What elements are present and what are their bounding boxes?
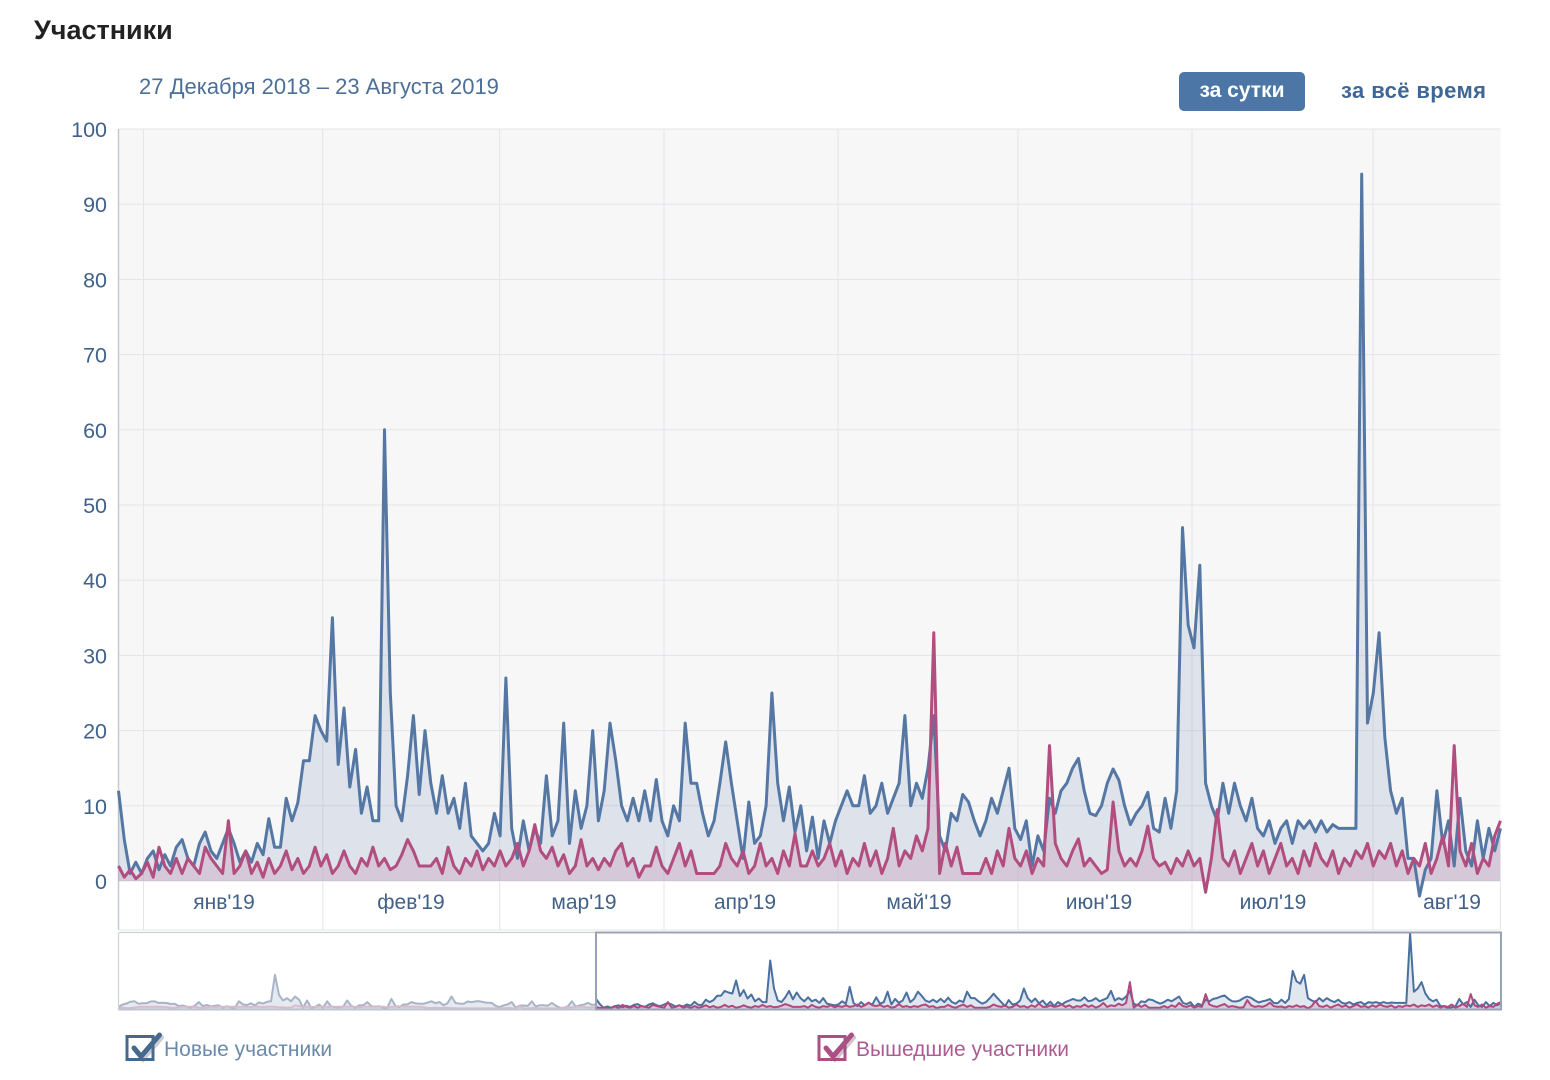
svg-text:30: 30 xyxy=(83,644,107,668)
svg-text:авг'19: авг'19 xyxy=(1423,891,1481,914)
svg-text:0: 0 xyxy=(95,870,107,894)
svg-text:май'19: май'19 xyxy=(886,891,951,914)
svg-text:20: 20 xyxy=(83,720,107,744)
svg-text:июн'19: июн'19 xyxy=(1066,891,1132,914)
svg-text:Вышедшие участники: Вышедшие участники xyxy=(856,1038,1069,1061)
svg-text:40: 40 xyxy=(83,569,107,593)
svg-text:10: 10 xyxy=(83,795,107,819)
svg-text:Новые участники: Новые участники xyxy=(164,1038,332,1061)
svg-text:янв'19: янв'19 xyxy=(193,891,255,914)
svg-text:мар'19: мар'19 xyxy=(551,891,616,914)
svg-text:90: 90 xyxy=(83,193,107,217)
svg-text:60: 60 xyxy=(83,419,107,443)
svg-text:70: 70 xyxy=(83,344,107,368)
svg-text:июл'19: июл'19 xyxy=(1240,891,1307,914)
svg-text:фев'19: фев'19 xyxy=(377,891,444,914)
svg-text:апр'19: апр'19 xyxy=(714,891,776,914)
svg-text:100: 100 xyxy=(71,118,107,142)
svg-text:50: 50 xyxy=(83,494,107,518)
svg-text:80: 80 xyxy=(83,268,107,292)
